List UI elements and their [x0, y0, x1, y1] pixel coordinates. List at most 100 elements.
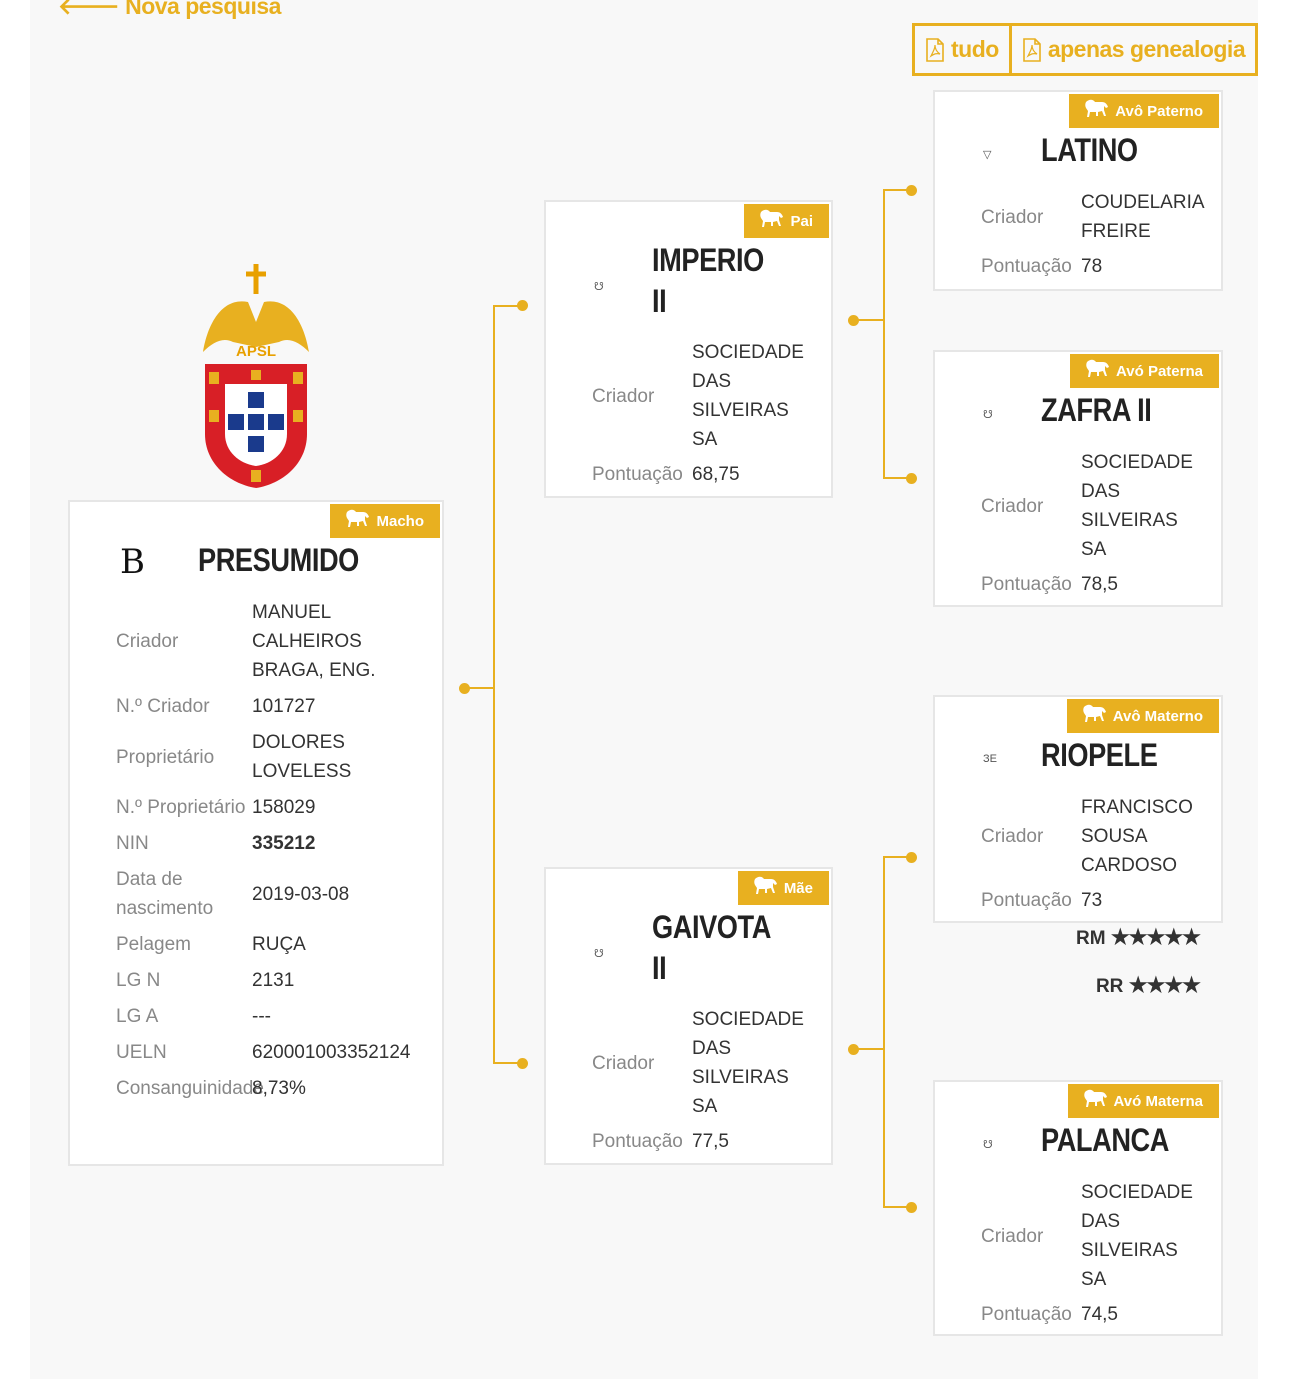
field-row: UELN 620001003352124 — [116, 1038, 432, 1067]
field-row: Pontuação 78 — [981, 252, 1211, 281]
field-label: Criador — [981, 206, 1044, 228]
horse-name[interactable]: PALANCA — [1041, 1122, 1169, 1158]
horse-name[interactable]: LATINO — [1041, 132, 1138, 168]
field-value: 78 — [1081, 256, 1103, 277]
field-row: Proprietário DOLORES LOVELESS — [116, 728, 432, 786]
field-value: 101727 — [252, 696, 316, 717]
relation-badge: Avô Materno — [1066, 699, 1219, 733]
rating-rr: RR ★★★★ — [1096, 973, 1201, 998]
field-label: N.º Criador — [116, 696, 210, 717]
horse-name[interactable]: GAIVOTA II — [652, 909, 770, 986]
horse-icon — [1082, 1088, 1108, 1114]
field-value: 77,5 — [692, 1131, 729, 1152]
field-list: Criador SOCIEDADE DAS SILVEIRAS SA Pontuaç… — [981, 1178, 1201, 1335]
horse-icon — [758, 208, 784, 234]
field-label: Criador — [981, 1225, 1044, 1247]
relation-badge: Avó Paterna — [1070, 354, 1219, 388]
field-row: Pontuação 74,5 — [981, 1300, 1201, 1329]
field-value: MANUEL CALHEIROS BRAGA, ENG. — [252, 602, 376, 681]
horse-icon — [1083, 98, 1109, 124]
field-row: Pontuação 78,5 — [981, 570, 1201, 599]
horse-card-pgd[interactable]: Avó Paterna ☋ ZAFRA II Criador SOCIEDADE DAS… — [933, 350, 1223, 607]
connector-dot — [848, 315, 859, 326]
connector-dot — [906, 1202, 917, 1213]
horse-card-sire[interactable]: Pai ☋ IMPERIO II Criador SOCIEDADE DAS SILVE… — [544, 200, 833, 498]
field-row: LG N 2131 — [116, 966, 432, 995]
field-list: Criador SOCIEDADE DAS SILVEIRAS SA Pontuaç… — [981, 448, 1201, 605]
field-value: 8,73% — [252, 1078, 306, 1099]
field-row: N.º Criador 101727 — [116, 692, 432, 721]
new-search-link[interactable]: 🡐 Nova pesquisa — [58, 0, 281, 20]
connector-dot — [906, 185, 917, 196]
horse-icon — [344, 508, 370, 534]
field-row: Criador SOCIEDADE DAS SILVEIRAS SA — [592, 338, 812, 454]
logo-text: APSL — [236, 343, 276, 360]
field-value: SOCIEDADE DAS SILVEIRAS SA — [1081, 452, 1193, 560]
horse-icon — [1081, 703, 1107, 729]
horse-icon — [752, 875, 778, 901]
relation-label: Macho — [376, 512, 424, 530]
field-value: DOLORES LOVELESS — [252, 732, 352, 782]
field-value: 2019-03-08 — [252, 883, 350, 905]
horse-card-dam[interactable]: Mãe ☋ GAIVOTA II Criador SOCIEDADE DAS SILVE… — [544, 867, 833, 1165]
field-list: Criador FRANCISCO SOUSA CARDOSO Pontuação 7… — [981, 793, 1201, 921]
field-label: Pontuação — [592, 1131, 683, 1152]
field-value: COUDELARIA FREIRE — [1081, 192, 1204, 242]
horse-name[interactable]: IMPERIO II — [652, 242, 764, 319]
relation-badge: Macho — [330, 504, 440, 538]
field-label: LG A — [116, 1006, 159, 1027]
field-row: Consanguinidade 8,73% — [116, 1074, 432, 1103]
connector-line — [883, 1206, 911, 1208]
horse-card-pgs[interactable]: Avô Paterno ▽ LATINO Criador COUDELARIA FREI… — [933, 90, 1223, 291]
connector-line — [853, 319, 883, 321]
horse-card-mgd[interactable]: Avó Materna ☋ PALANCA Criador SOCIEDADE DAS … — [933, 1080, 1223, 1336]
pdf-export-bar: tudo apenas genealogia — [912, 23, 1259, 76]
horse-card-mgs[interactable]: Avô Materno ЗЕ RIOPELE Criador FRANCISCO SOU… — [933, 695, 1223, 923]
field-label: Criador — [981, 495, 1044, 517]
field-label: Pontuação — [981, 890, 1072, 911]
field-value: 620001003352124 — [252, 1042, 411, 1063]
apsl-logo: APSL — [203, 264, 309, 488]
field-row: Pelagem RUÇA — [116, 930, 432, 959]
field-list: Criador MANUEL CALHEIROS BRAGA, ENG. N.º C… — [116, 598, 432, 1110]
connector-dot — [906, 473, 917, 484]
field-label: LG N — [116, 970, 161, 991]
connector-line — [883, 856, 911, 858]
field-row: Criador COUDELARIA FREIRE — [981, 188, 1211, 246]
file-pdf-icon — [1023, 37, 1041, 62]
connector-line — [853, 1048, 883, 1050]
field-label: Pelagem — [116, 934, 191, 955]
connector-dot — [906, 852, 917, 863]
relation-label: Avô Paterno — [1115, 102, 1203, 120]
field-list: Criador COUDELARIA FREIRE Pontuação 78 — [981, 188, 1211, 287]
field-label: Criador — [116, 631, 179, 652]
field-label: Pontuação — [981, 256, 1072, 277]
connector-line — [493, 305, 523, 307]
brand-mark: ▽ — [983, 149, 992, 161]
field-row: Criador MANUEL CALHEIROS BRAGA, ENG. — [116, 598, 432, 685]
horse-name[interactable]: RIOPELE — [1041, 737, 1158, 773]
horse-name[interactable]: PRESUMIDO — [198, 542, 359, 578]
connector-line — [464, 687, 494, 689]
file-pdf-icon — [926, 37, 944, 62]
connector-line — [883, 477, 911, 479]
field-label: Criador — [981, 826, 1044, 847]
horse-card-main[interactable]: Macho B PRESUMIDO Criador MANUEL CALHEIROS B… — [68, 500, 444, 1166]
pdf-all-button[interactable]: tudo — [915, 26, 1009, 73]
horse-name[interactable]: ZAFRA II — [1041, 392, 1152, 428]
relation-label: Mãe — [783, 879, 813, 897]
brand-mark: ☋ — [594, 948, 604, 960]
field-value: RUÇA — [252, 934, 306, 955]
horse-icon — [1084, 358, 1110, 384]
brand-mark: ЗЕ — [983, 753, 997, 765]
field-row: Criador SOCIEDADE DAS SILVEIRAS SA — [981, 448, 1201, 564]
pdf-genealogy-button[interactable]: apenas genealogia — [1008, 26, 1255, 73]
field-row: LG A --- — [116, 1002, 432, 1031]
relation-label: Avó Paterna — [1116, 362, 1203, 380]
field-label: Consanguinidade — [116, 1078, 264, 1099]
field-label: N.º Proprietário — [116, 797, 246, 818]
connector-dot — [517, 300, 528, 311]
field-row: Pontuação 77,5 — [592, 1127, 812, 1156]
field-label: Data de nascimento — [116, 869, 214, 919]
field-label: Criador — [592, 1052, 655, 1074]
